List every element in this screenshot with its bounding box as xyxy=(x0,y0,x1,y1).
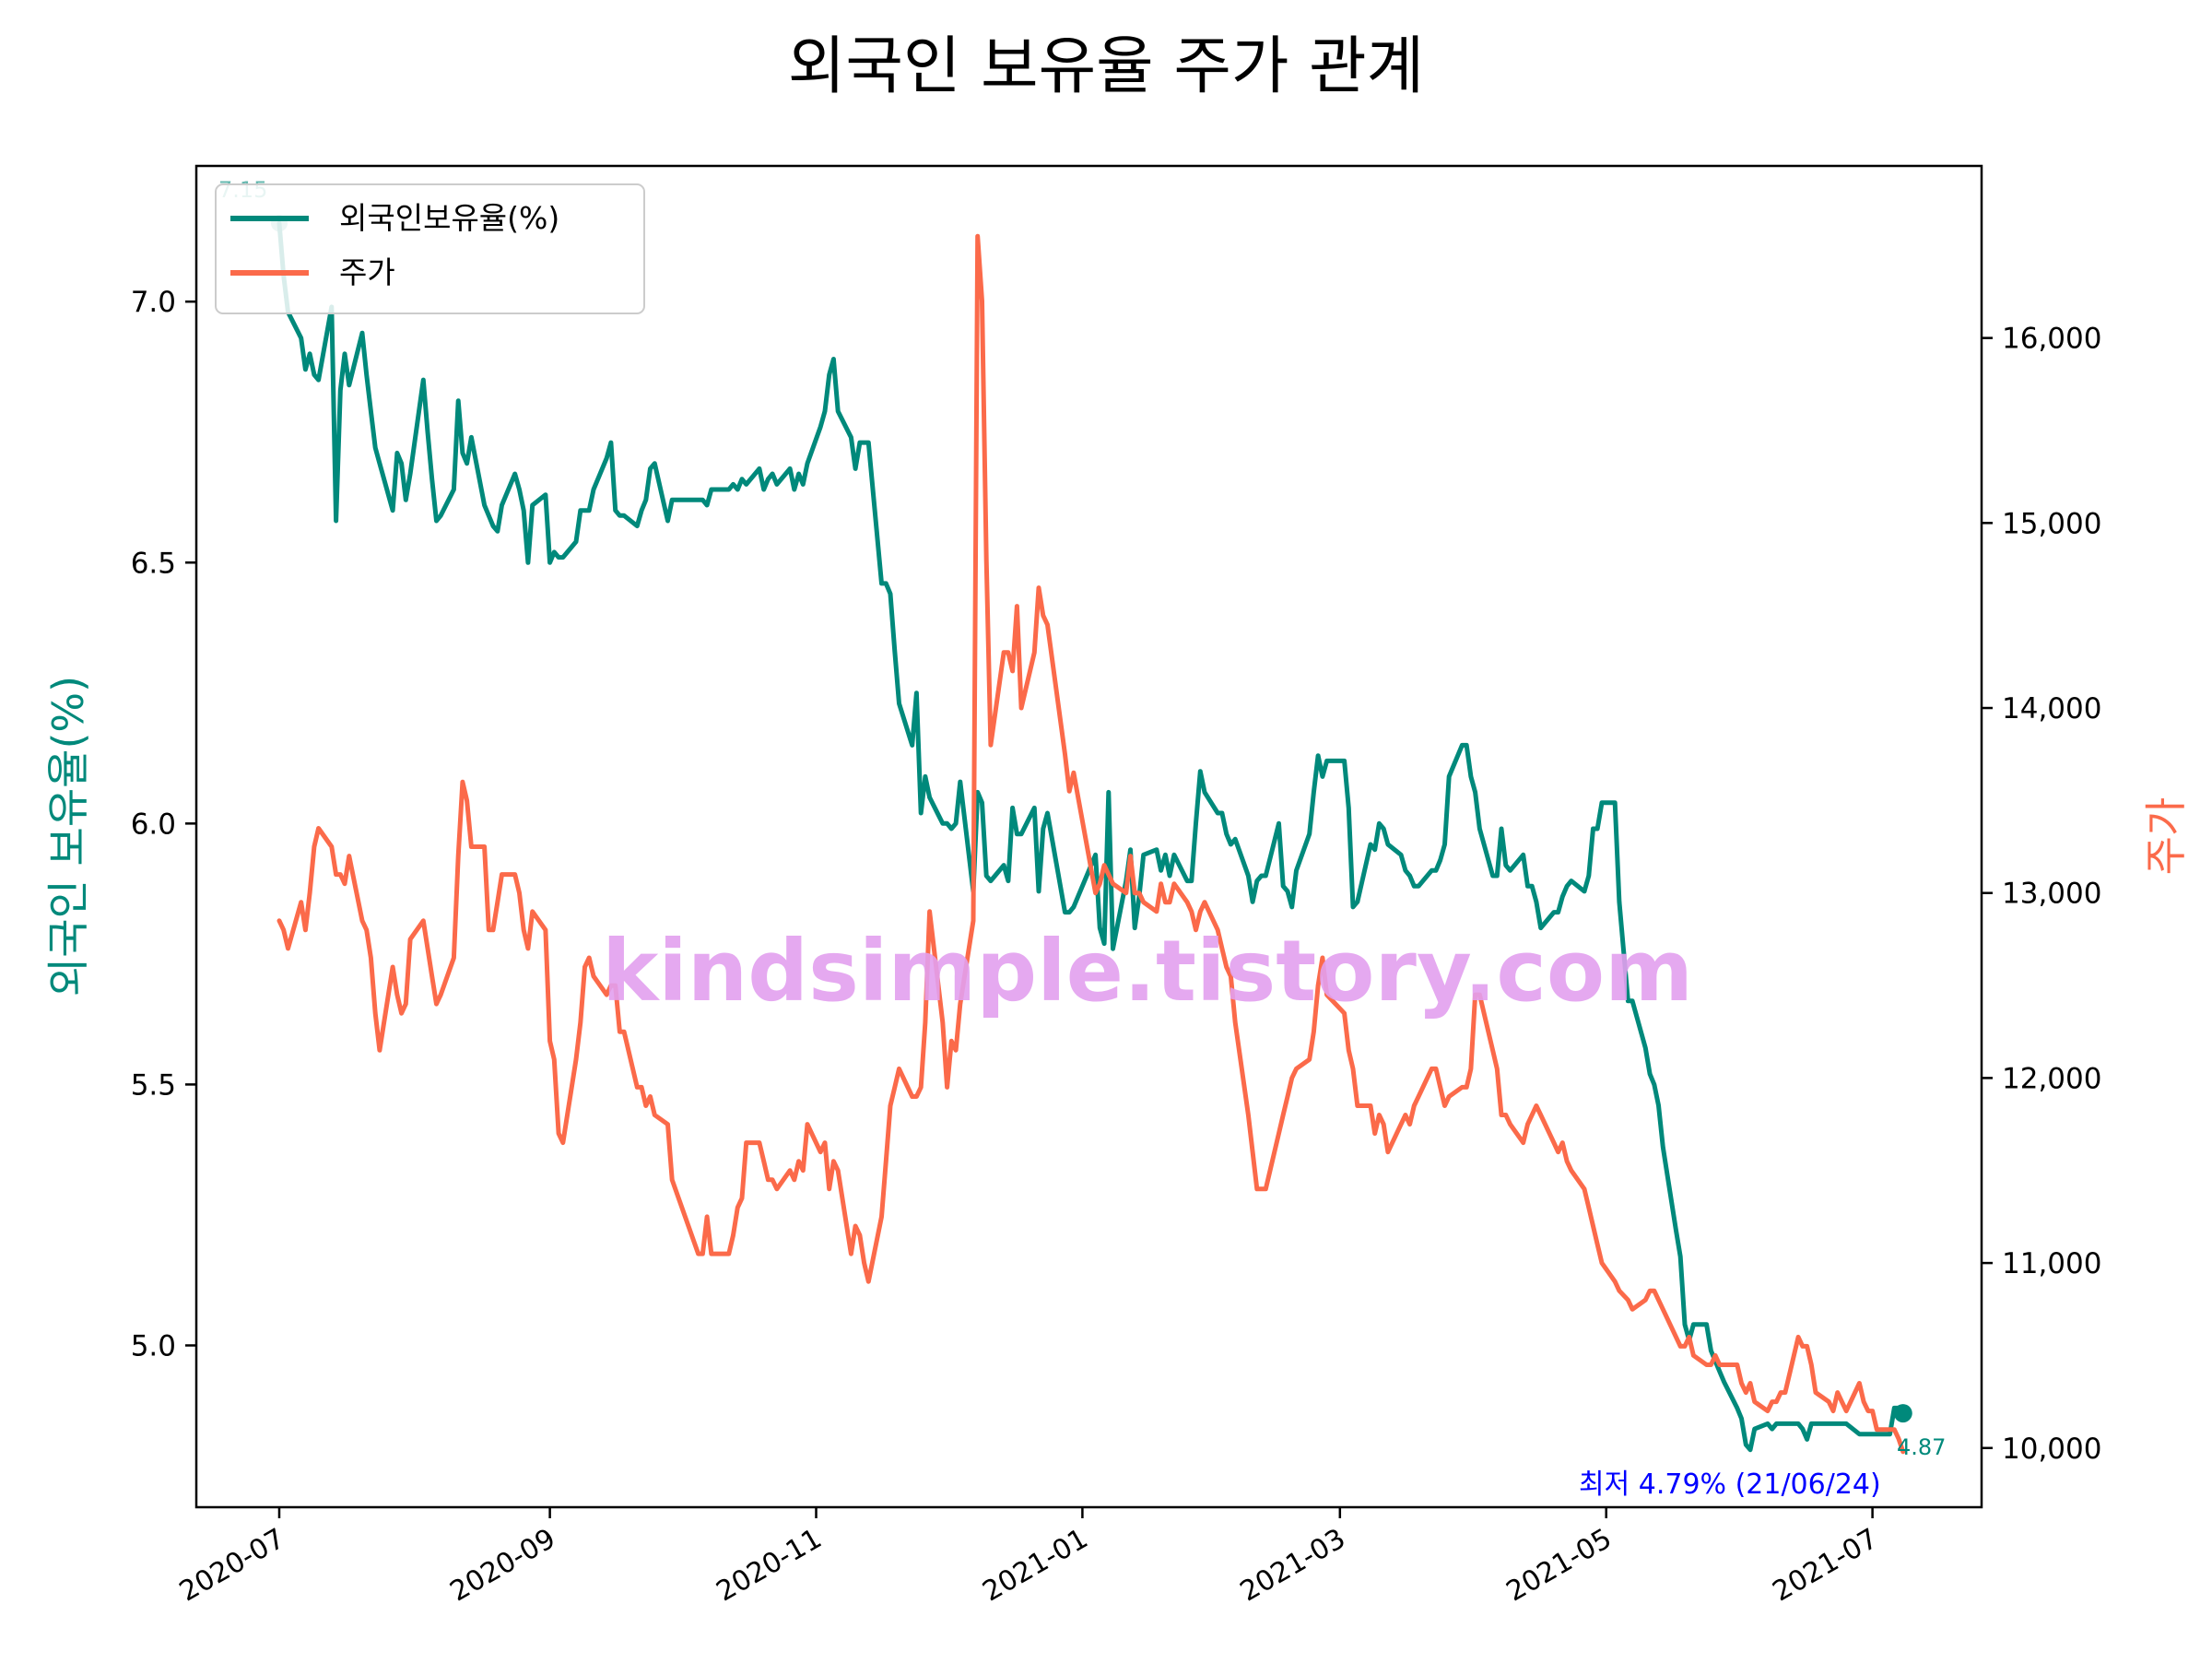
annotation-layer: 7.15 4.87 최저 4.79% (21/06/24) xyxy=(218,177,1946,1501)
y-tick-label: 7.0 xyxy=(131,286,176,319)
series-layer xyxy=(270,215,1912,1455)
y2-tick-label: 15,000 xyxy=(2002,507,2101,540)
plot-area xyxy=(194,164,1983,1509)
series-line-ownership xyxy=(276,220,1906,1453)
y2-tick-label: 13,000 xyxy=(2002,878,2101,911)
y-tick-label: 5.0 xyxy=(131,1329,176,1362)
legend-box xyxy=(215,183,645,314)
y2-tick-label: 12,000 xyxy=(2002,1062,2101,1095)
x-tick-label: 2020-11 xyxy=(711,1523,827,1609)
min-annotation-label: 최저 4.79% (21/06/24) xyxy=(1579,1468,1881,1501)
chart-title: 외국인 보유율 주가 관계 xyxy=(788,30,1424,103)
y2-tick-label: 10,000 xyxy=(2002,1433,2101,1466)
y-axis-right-label: 주가 xyxy=(2141,797,2191,876)
legend-label-price: 주가 xyxy=(339,254,395,290)
x-tick-label: 2021-01 xyxy=(977,1523,1093,1609)
y2-tick-label: 14,000 xyxy=(2002,692,2101,725)
y2-tick-label: 11,000 xyxy=(2002,1247,2101,1280)
end-value-label: 4.87 xyxy=(1897,1434,1946,1460)
end-point-marker xyxy=(1893,1404,1912,1423)
y-tick-label: 6.0 xyxy=(131,808,176,841)
y-tick-label: 6.5 xyxy=(131,547,176,580)
y-axis-right: 10,000 11,000 12,000 13,000 14,000 15,000 16,0… xyxy=(1982,323,2101,1466)
x-tick-label: 2020-07 xyxy=(174,1523,290,1609)
watermark: kindsimple.tistory.com xyxy=(602,922,1693,1020)
y2-tick-label: 16,000 xyxy=(2002,323,2101,356)
x-tick-label: 2021-05 xyxy=(1501,1523,1618,1609)
series-line-price xyxy=(276,233,1906,1455)
x-tick-label: 2021-03 xyxy=(1235,1523,1351,1609)
y-axis-left-label: 외국인 보유율(%) xyxy=(43,676,93,997)
legend-label-ownership: 외국인보유율(%) xyxy=(339,200,559,236)
y-axis-left: 5.0 5.5 6.0 6.5 7.0 xyxy=(131,286,196,1362)
legend: 외국인보유율(%) 주가 xyxy=(215,183,645,314)
plot-frame xyxy=(194,164,1983,1509)
x-tick-label: 2020-09 xyxy=(445,1523,561,1609)
x-axis: 2020-07 2020-09 2020-11 2021-01 2021-03 2021-… xyxy=(174,1507,1884,1609)
y-tick-label: 5.5 xyxy=(131,1068,176,1102)
x-tick-label: 2021-07 xyxy=(1768,1523,1884,1609)
